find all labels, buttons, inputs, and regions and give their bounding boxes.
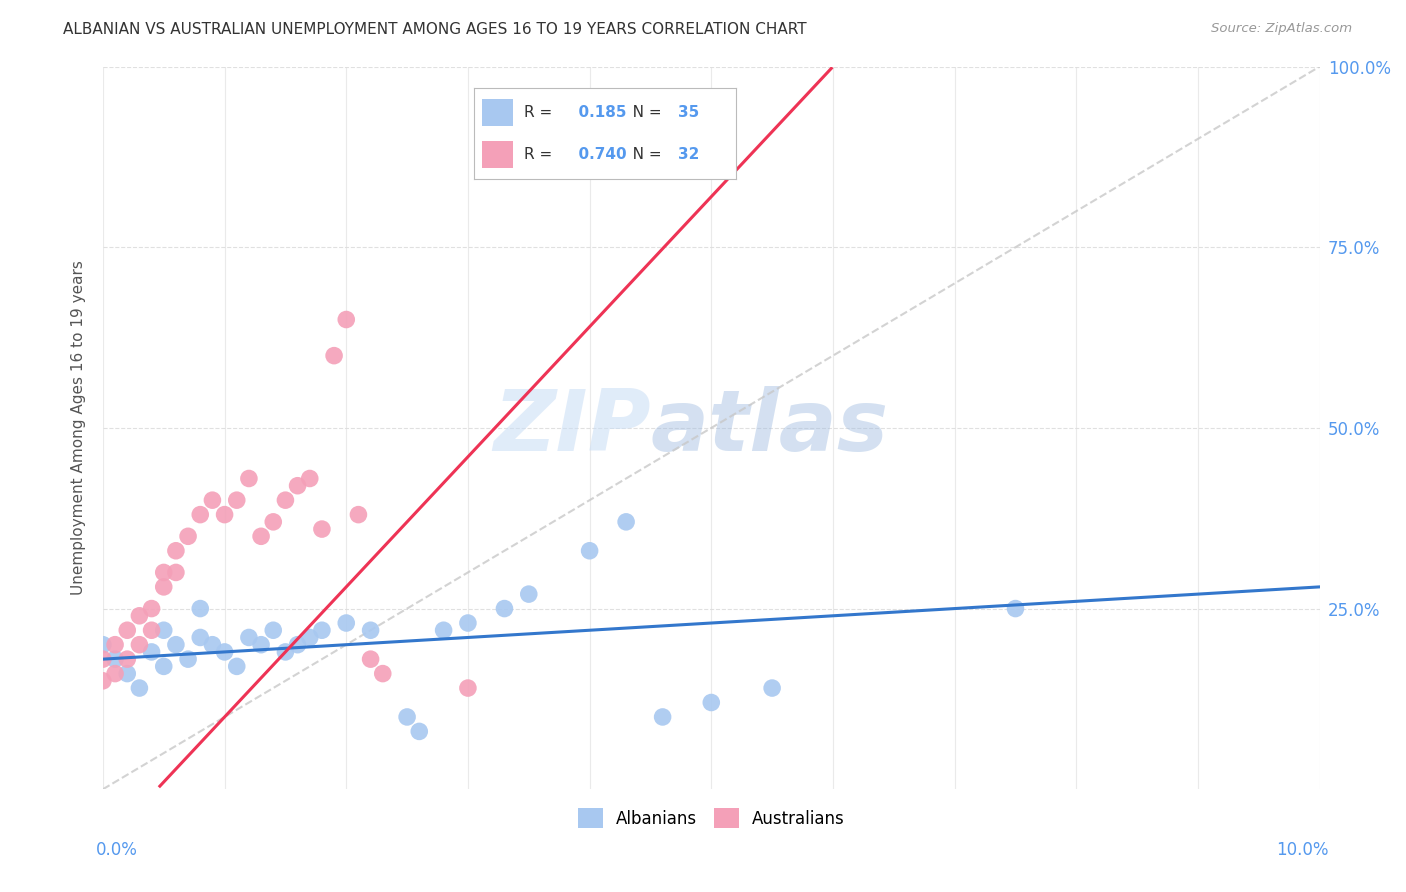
Point [262, 515, 284, 529]
Point [188, 508, 211, 522]
Point [360, 652, 382, 666]
Point [225, 493, 247, 508]
Point [262, 624, 284, 638]
Point [274, 645, 297, 659]
Point [250, 529, 273, 543]
Point [152, 566, 174, 580]
Point [298, 631, 321, 645]
Point [91, 652, 114, 666]
Point [214, 508, 236, 522]
Point [250, 638, 273, 652]
Text: 0.0%: 0.0% [96, 840, 138, 858]
Point [141, 645, 163, 659]
Point [115, 624, 138, 638]
Point [371, 666, 394, 681]
Point [457, 615, 479, 630]
Point [152, 659, 174, 673]
Point [115, 666, 138, 681]
Point [311, 624, 333, 638]
Text: ZIP: ZIP [494, 386, 651, 469]
Point [177, 652, 200, 666]
Legend: Albanians, Australians: Albanians, Australians [571, 801, 852, 835]
Point [141, 601, 163, 615]
Point [165, 638, 187, 652]
Point [396, 710, 419, 724]
Point [238, 471, 260, 485]
Point [761, 681, 783, 695]
Point [323, 349, 346, 363]
Point [201, 638, 224, 652]
Point [141, 624, 163, 638]
Point [128, 608, 150, 623]
Point [188, 631, 211, 645]
Point [517, 587, 540, 601]
Text: 10.0%: 10.0% [1277, 840, 1329, 858]
Point [651, 710, 673, 724]
Point [433, 624, 456, 638]
Y-axis label: Unemployment Among Ages 16 to 19 years: Unemployment Among Ages 16 to 19 years [72, 260, 86, 595]
Point [91, 673, 114, 688]
Point [152, 580, 174, 594]
Point [408, 724, 430, 739]
Text: ALBANIAN VS AUSTRALIAN UNEMPLOYMENT AMONG AGES 16 TO 19 YEARS CORRELATION CHART: ALBANIAN VS AUSTRALIAN UNEMPLOYMENT AMON… [63, 22, 807, 37]
Point [578, 543, 600, 558]
Point [1004, 601, 1026, 615]
Point [347, 508, 370, 522]
Point [700, 696, 723, 710]
Point [165, 543, 187, 558]
Text: Source: ZipAtlas.com: Source: ZipAtlas.com [1212, 22, 1353, 36]
Point [152, 624, 174, 638]
Point [287, 479, 309, 493]
Point [104, 652, 127, 666]
Point [104, 638, 127, 652]
Point [165, 566, 187, 580]
Point [335, 615, 357, 630]
Point [298, 471, 321, 485]
Text: atlas: atlas [651, 386, 889, 469]
Point [457, 681, 479, 695]
Point [335, 312, 357, 326]
Point [274, 493, 297, 508]
Point [177, 529, 200, 543]
Point [311, 522, 333, 536]
Point [104, 666, 127, 681]
Point [614, 515, 637, 529]
Point [494, 601, 516, 615]
Point [91, 638, 114, 652]
Point [287, 638, 309, 652]
Point [238, 631, 260, 645]
Point [201, 493, 224, 508]
Point [214, 645, 236, 659]
Point [115, 652, 138, 666]
Point [360, 624, 382, 638]
Point [128, 638, 150, 652]
Point [188, 601, 211, 615]
Point [128, 681, 150, 695]
Point [225, 659, 247, 673]
